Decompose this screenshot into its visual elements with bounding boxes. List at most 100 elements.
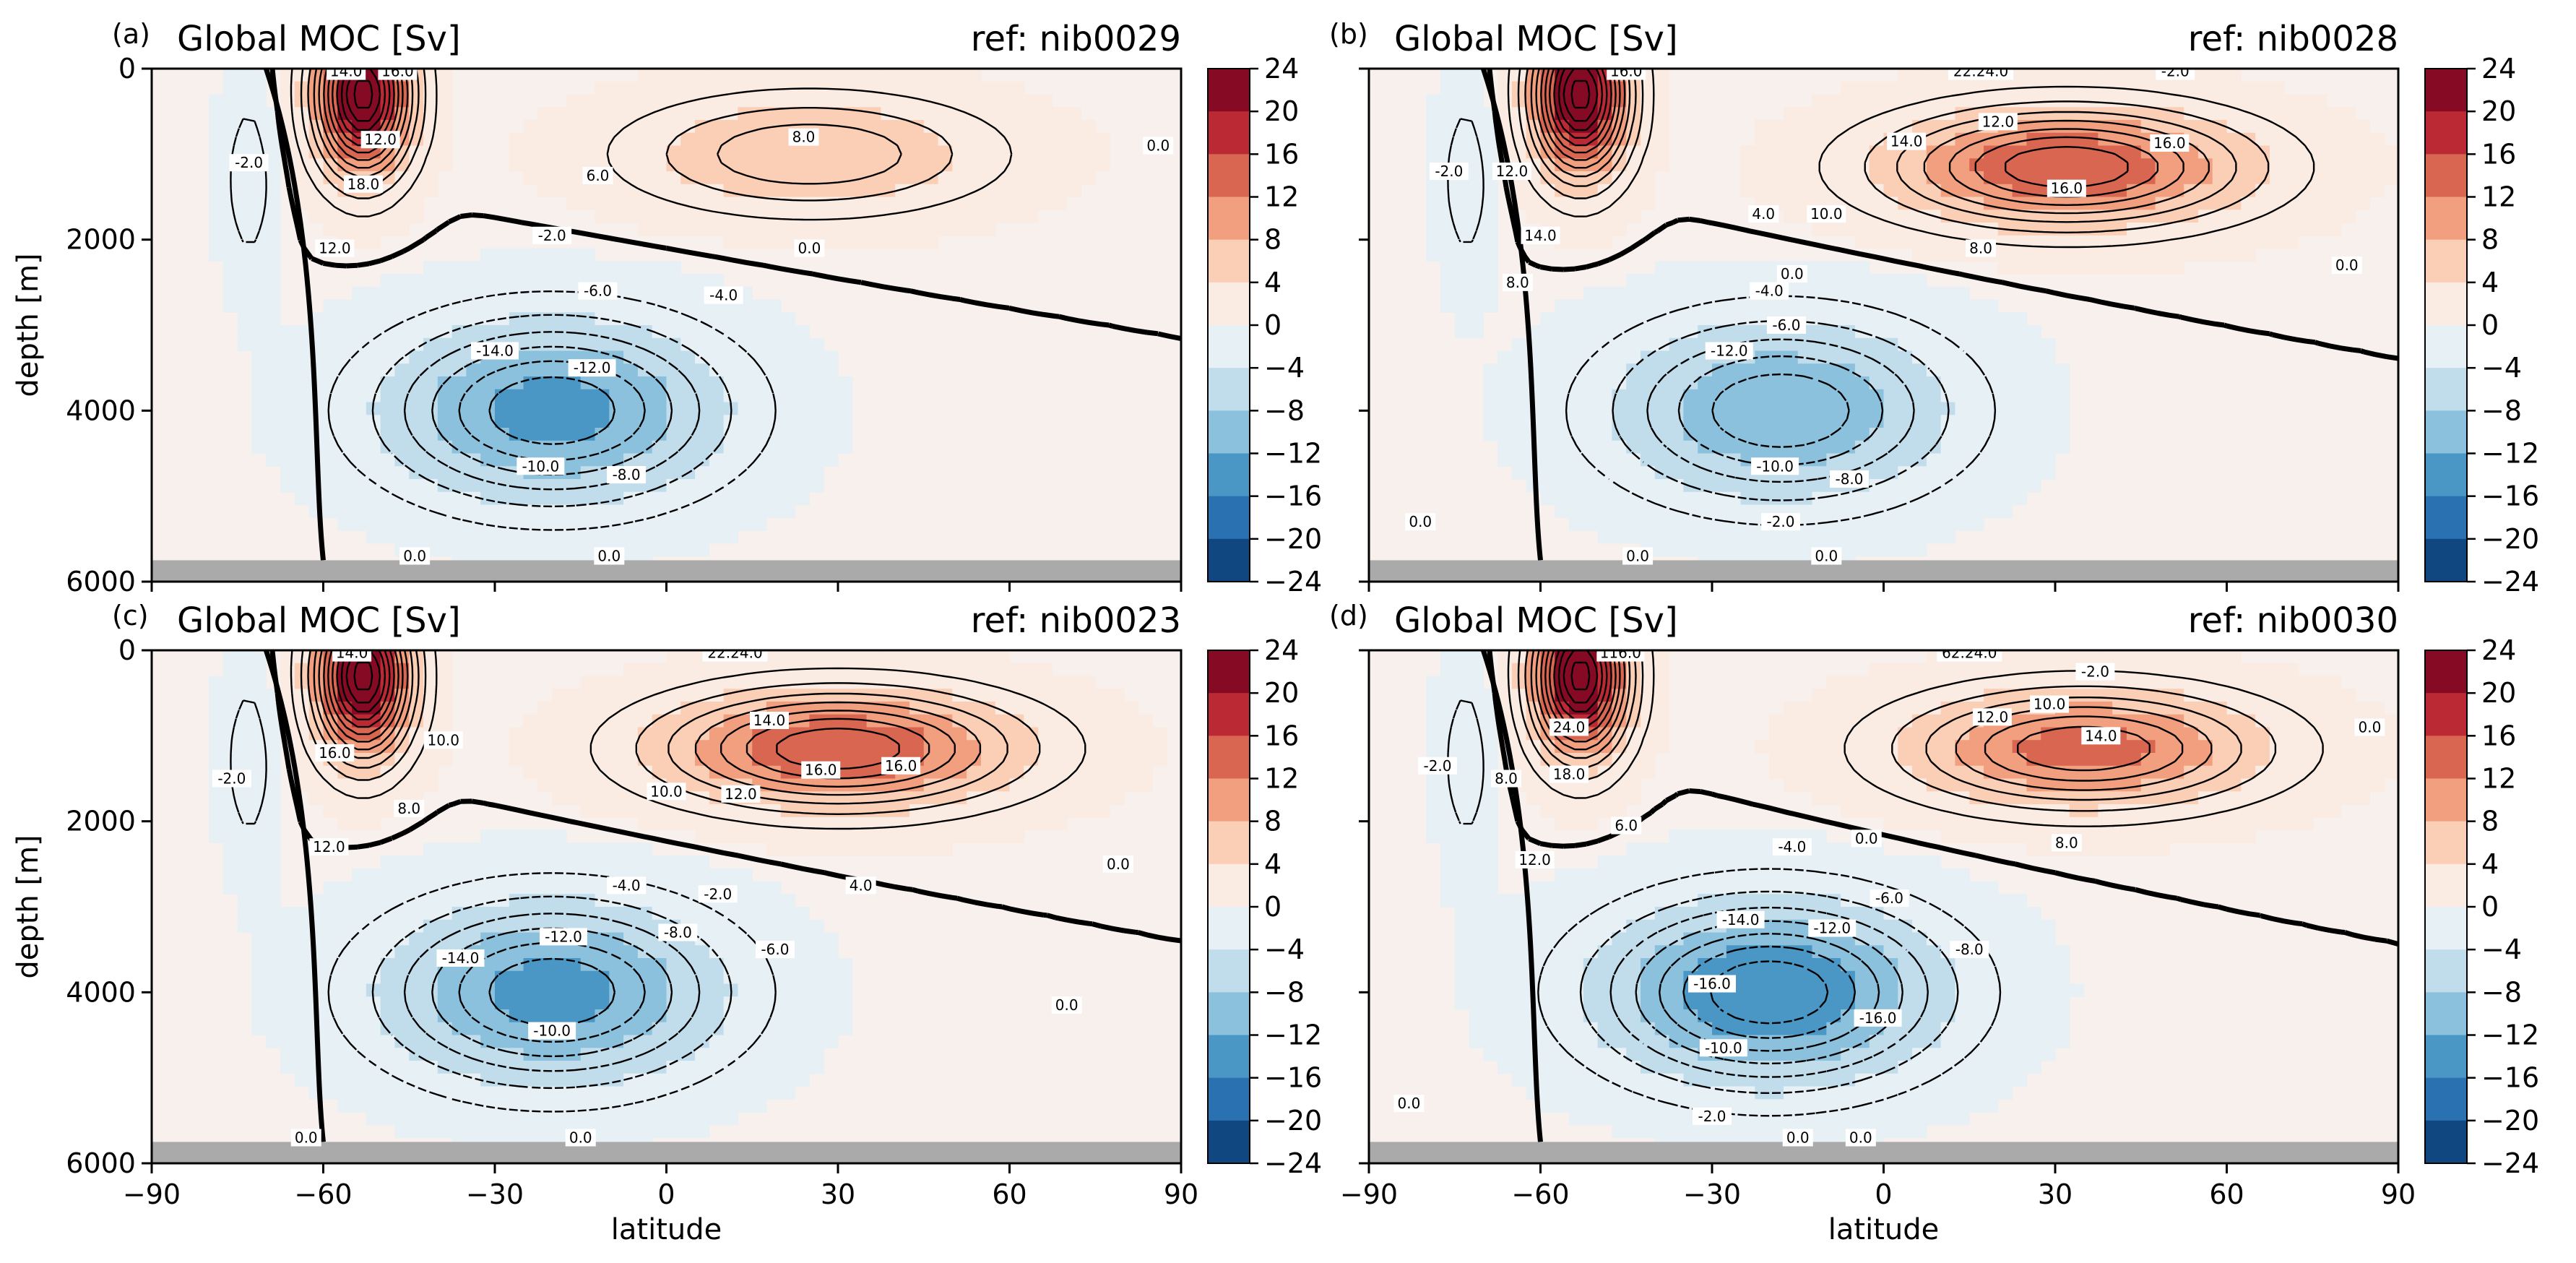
field-cell (580, 1086, 596, 1100)
field-cell (1755, 312, 1770, 326)
contour-label: 0.0 (2335, 257, 2359, 274)
field-cell (266, 945, 281, 959)
field-cell (1955, 312, 1970, 326)
field-cell (209, 740, 224, 754)
field-cell (595, 983, 610, 997)
field-cell (1683, 530, 1698, 544)
field-cell (995, 791, 1011, 805)
field-cell (852, 210, 868, 223)
field-cell (1984, 415, 1999, 428)
field-cell (1511, 440, 1527, 454)
field-cell (380, 1048, 396, 1061)
field-cell (1997, 210, 2013, 223)
field-cell (352, 1099, 367, 1113)
field-cell (1898, 325, 1913, 339)
field-cell (780, 223, 796, 236)
field-cell (1883, 274, 1898, 288)
field-cell (1997, 325, 2013, 339)
field-cell (537, 479, 553, 493)
field-cell (423, 69, 438, 82)
field-cell (780, 1086, 796, 1100)
field-cell (466, 996, 481, 1010)
field-cell (423, 996, 438, 1010)
field-cell (552, 881, 567, 895)
field-cell (251, 81, 267, 95)
field-cell (2126, 107, 2142, 121)
field-cell (537, 299, 553, 313)
field-cell (2041, 415, 2056, 428)
field-cell (1698, 543, 1713, 557)
field-cell (866, 791, 881, 805)
field-cell (1726, 274, 1742, 288)
field-cell (523, 1099, 538, 1113)
field-cell (752, 504, 767, 518)
field-cell (1869, 286, 1885, 301)
field-cell (766, 223, 782, 236)
field-cell (266, 415, 281, 428)
field-cell (824, 945, 839, 959)
field-cell (1612, 466, 1627, 480)
field-cell (666, 158, 681, 172)
contour-label: -8.0 (613, 466, 641, 483)
field-cell (209, 210, 224, 223)
field-cell (895, 816, 910, 831)
field-cell (2126, 235, 2142, 249)
field-cell (423, 842, 438, 856)
field-cell (980, 689, 996, 702)
field-cell (1740, 325, 1755, 339)
field-cell (2327, 210, 2342, 223)
field-cell (1052, 765, 1068, 780)
field-cell (323, 171, 338, 185)
field-cell (766, 1086, 782, 1100)
field-cell (623, 765, 639, 780)
field-cell (1009, 816, 1024, 831)
field-cell (824, 970, 839, 985)
field-cell (738, 881, 753, 895)
field-cell (523, 363, 538, 377)
field-cell (466, 881, 481, 895)
field-cell (380, 1112, 396, 1126)
field-cell (437, 363, 453, 377)
field-cell (1024, 778, 1039, 792)
field-cell (623, 996, 639, 1010)
field-cell (938, 132, 953, 147)
field-cell (1654, 350, 1670, 364)
field-cell (752, 970, 767, 985)
field-cell (809, 145, 824, 159)
field-cell (308, 81, 324, 95)
field-cell (2112, 158, 2127, 172)
field-cell (866, 816, 881, 831)
field-cell (923, 94, 939, 108)
field-cell (709, 996, 725, 1010)
field-cell (623, 440, 639, 454)
field-cell (466, 868, 481, 882)
field-cell (695, 376, 710, 390)
field-cell (394, 907, 410, 921)
field-cell (294, 325, 310, 339)
field-cell (780, 363, 796, 377)
field-cell (1555, 389, 1570, 403)
field-cell (623, 714, 639, 728)
field-cell (2055, 107, 2070, 121)
field-cell (980, 714, 996, 728)
field-cell (380, 350, 396, 364)
field-cell (980, 816, 996, 831)
field-cell (824, 791, 839, 805)
field-cell (637, 350, 653, 364)
field-cell (1511, 402, 1527, 415)
field-cell (437, 650, 453, 664)
field-cell (709, 415, 725, 428)
field-cell (323, 491, 338, 506)
field-cell (1698, 517, 1713, 531)
field-cell (824, 235, 839, 249)
field-cell (2140, 94, 2156, 108)
field-cell (552, 274, 567, 288)
field-cell (752, 132, 767, 147)
field-cell (580, 389, 596, 403)
field-cell (2241, 171, 2256, 185)
field-cell (938, 210, 953, 223)
field-cell (294, 983, 310, 997)
field-cell (380, 223, 396, 236)
field-cell (2269, 158, 2285, 172)
field-cell (1726, 299, 1742, 313)
